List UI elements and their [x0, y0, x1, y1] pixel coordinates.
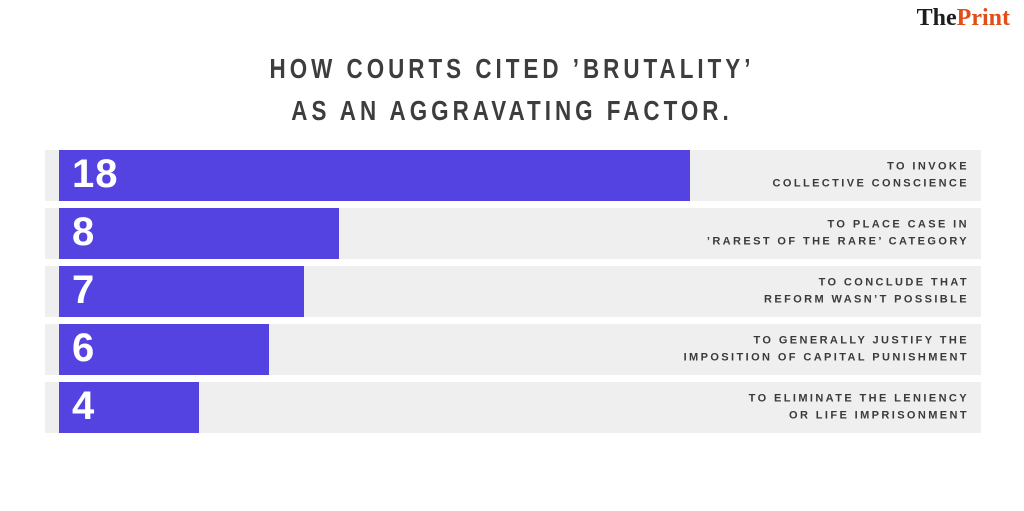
- bar-label-line2: ’RAREST OF THE RARE’ CATEGORY: [706, 235, 969, 248]
- bar-value: 7: [72, 268, 96, 312]
- bar-chart: 18 TO INVOKE COLLECTIVE CONSCIENCE 8 TO …: [45, 150, 981, 440]
- bar-label: TO GENERALLY JUSTIFY THE IMPOSITION OF C…: [684, 332, 969, 367]
- bar-label-line1: TO GENERALLY JUSTIFY THE: [753, 333, 969, 346]
- bar: 8: [59, 208, 340, 259]
- bar-label-line1: TO CONCLUDE THAT: [818, 275, 969, 288]
- bar: 6: [59, 324, 270, 375]
- bar: 4: [59, 382, 200, 433]
- chart-row: 18 TO INVOKE COLLECTIVE CONSCIENCE: [45, 150, 981, 201]
- bar-label: TO PLACE CASE IN ’RAREST OF THE RARE’ CA…: [707, 216, 969, 251]
- bar-value: 6: [72, 326, 96, 370]
- bar-value: 18: [72, 152, 119, 196]
- bar: 7: [59, 266, 305, 317]
- chart-title-line1: HOW COURTS CITED ’BRUTALITY’: [269, 53, 755, 84]
- bar: 18: [59, 150, 690, 201]
- bar-label-line2: COLLECTIVE CONSCIENCE: [772, 177, 969, 190]
- chart-row: 4 TO ELIMINATE THE LENIENCY OR LIFE IMPR…: [45, 382, 981, 433]
- bar-label-line1: TO INVOKE: [887, 159, 969, 172]
- chart-row: 7 TO CONCLUDE THAT REFORM WASN’T POSSIBL…: [45, 266, 981, 317]
- bar-value: 8: [72, 210, 96, 254]
- bar-label-line1: TO ELIMINATE THE LENIENCY: [748, 391, 969, 404]
- bar-label: TO ELIMINATE THE LENIENCY OR LIFE IMPRIS…: [749, 390, 969, 425]
- bar-label-line1: TO PLACE CASE IN: [827, 217, 969, 230]
- logo-print: Print: [956, 5, 1010, 31]
- bar-label: TO CONCLUDE THAT REFORM WASN’T POSSIBLE: [764, 274, 969, 309]
- bar-label-line2: IMPOSITION OF CAPITAL PUNISHMENT: [683, 351, 969, 364]
- bar-label-line2: OR LIFE IMPRISONMENT: [789, 409, 969, 422]
- bar-value: 4: [72, 384, 96, 428]
- bar-label: TO INVOKE COLLECTIVE CONSCIENCE: [773, 158, 969, 193]
- chart-title-line2: AS AN AGGRAVATING FACTOR.: [291, 95, 733, 126]
- chart-row: 6 TO GENERALLY JUSTIFY THE IMPOSITION OF…: [45, 324, 981, 375]
- chart-title: HOW COURTS CITED ’BRUTALITY’ AS AN AGGRA…: [0, 48, 1024, 132]
- logo-the: The: [916, 5, 957, 31]
- theprint-logo: ThePrint: [917, 6, 1010, 30]
- chart-row: 8 TO PLACE CASE IN ’RAREST OF THE RARE’ …: [45, 208, 981, 259]
- bar-label-line2: REFORM WASN’T POSSIBLE: [764, 293, 969, 306]
